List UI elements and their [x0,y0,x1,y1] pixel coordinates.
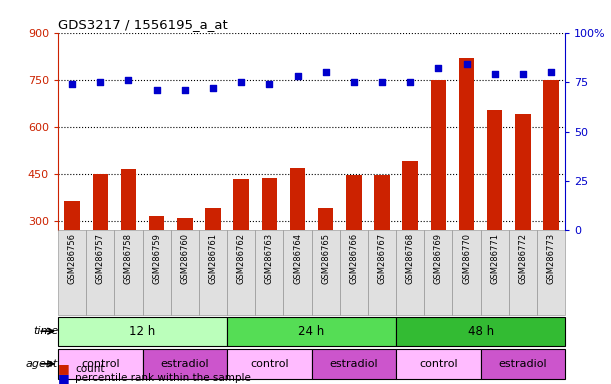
Point [236,79,246,85]
Point [208,85,218,91]
Text: estradiol: estradiol [161,359,209,369]
Point [462,61,472,67]
Bar [121,169,136,230]
Text: GSM286773: GSM286773 [547,233,555,284]
Bar [509,230,537,315]
Bar [149,216,164,230]
Text: count: count [75,364,104,374]
Text: 12 h: 12 h [130,325,156,338]
Text: time: time [33,326,58,336]
Point [434,65,444,71]
Text: control: control [250,359,288,369]
Bar [227,230,255,315]
Bar [375,174,390,230]
Point [518,71,528,77]
Bar [424,230,453,315]
Text: GSM286764: GSM286764 [293,233,302,284]
Text: control: control [81,359,120,369]
Bar [396,349,481,379]
Text: GSM286757: GSM286757 [96,233,105,284]
Text: GSM286758: GSM286758 [124,233,133,284]
Text: 24 h: 24 h [299,325,324,338]
Bar [312,349,396,379]
Bar [262,178,277,230]
Bar [58,230,86,315]
Bar [86,230,114,315]
Text: GSM286765: GSM286765 [321,233,330,284]
Text: estradiol: estradiol [329,359,378,369]
Text: GSM286768: GSM286768 [406,233,415,284]
Text: GSM286761: GSM286761 [208,233,218,284]
Text: ■: ■ [58,372,70,384]
Bar [290,168,306,230]
Point [67,81,77,87]
Bar [142,230,170,315]
Text: GSM286763: GSM286763 [265,233,274,284]
Text: GSM286769: GSM286769 [434,233,443,284]
Point [265,81,274,87]
Bar [340,230,368,315]
Point [321,69,331,75]
Point [405,79,415,85]
Bar [543,80,559,230]
Bar [431,80,446,230]
Bar [487,109,502,230]
Bar [368,230,396,315]
Text: GSM286762: GSM286762 [236,233,246,284]
Point [349,79,359,85]
Bar [481,230,509,315]
Text: estradiol: estradiol [499,359,547,369]
Point [152,87,161,93]
Point [377,79,387,85]
Text: GSM286772: GSM286772 [518,233,527,284]
Bar [58,349,142,379]
Bar [396,230,424,315]
Bar [114,230,142,315]
Bar [255,230,284,315]
Bar [227,349,312,379]
Bar [170,230,199,315]
Bar [403,161,418,230]
Text: GSM286760: GSM286760 [180,233,189,284]
Text: GSM286771: GSM286771 [490,233,499,284]
Point [490,71,500,77]
Text: ■: ■ [58,362,70,375]
Bar [537,230,565,315]
Bar [205,209,221,230]
Bar [312,230,340,315]
Text: GSM286759: GSM286759 [152,233,161,284]
Text: GSM286756: GSM286756 [68,233,76,284]
Bar [318,209,334,230]
Text: GDS3217 / 1556195_a_at: GDS3217 / 1556195_a_at [58,18,228,31]
Point [95,79,105,85]
Bar [177,218,192,230]
Text: 48 h: 48 h [467,325,494,338]
Point [293,73,302,79]
Bar [396,316,565,346]
Text: GSM286767: GSM286767 [378,233,387,284]
Point [123,77,133,83]
Bar [92,174,108,230]
Text: control: control [419,359,458,369]
Bar [58,316,227,346]
Bar [346,174,362,230]
Point [546,69,556,75]
Text: agent: agent [26,359,58,369]
Bar [199,230,227,315]
Bar [515,114,531,230]
Text: GSM286766: GSM286766 [349,233,359,284]
Bar [459,58,474,230]
Bar [227,316,396,346]
Bar [481,349,565,379]
Text: percentile rank within the sample: percentile rank within the sample [75,373,251,383]
Bar [284,230,312,315]
Bar [453,230,481,315]
Point [180,87,189,93]
Bar [142,349,227,379]
Text: GSM286770: GSM286770 [462,233,471,284]
Bar [64,200,80,230]
Bar [233,179,249,230]
